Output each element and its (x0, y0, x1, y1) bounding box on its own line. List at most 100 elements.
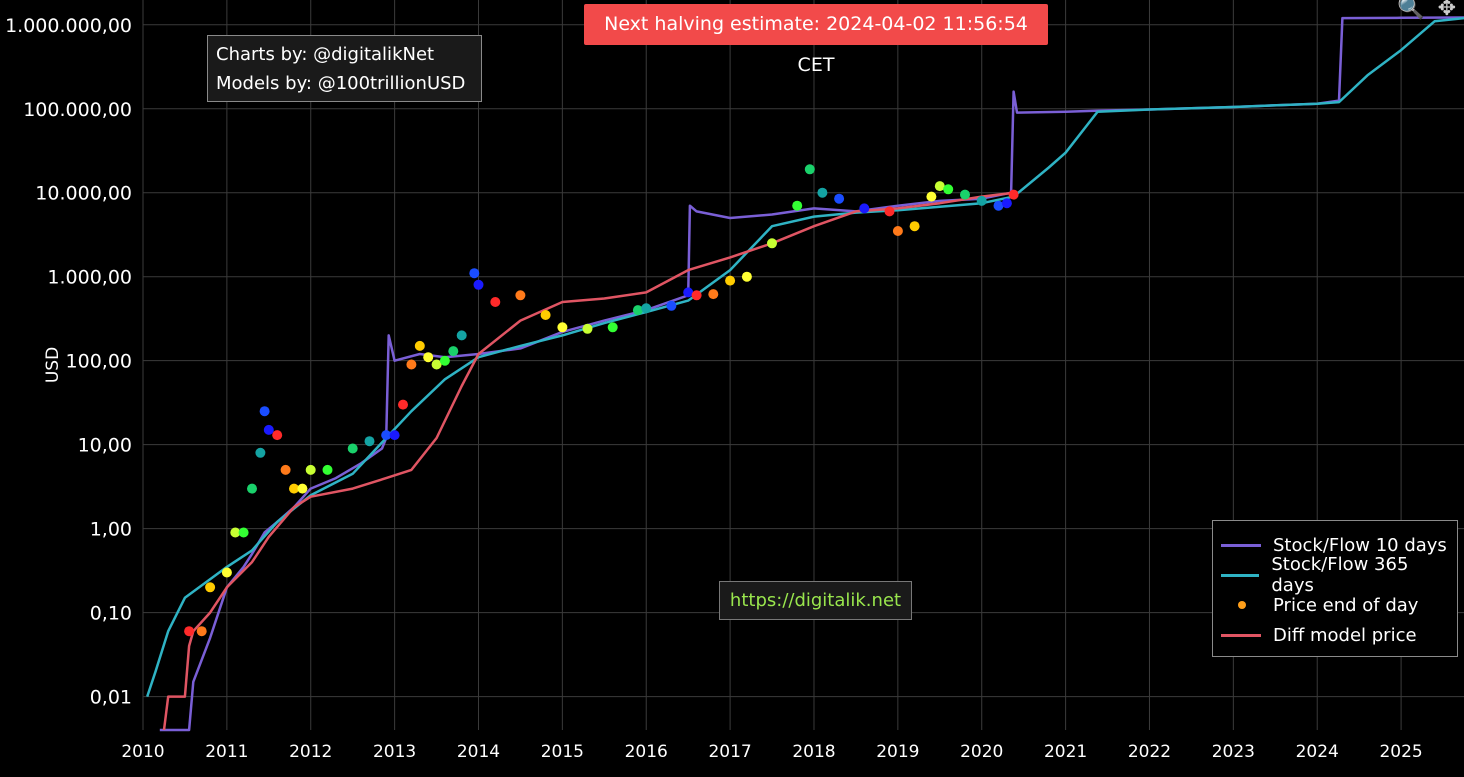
price-point (708, 289, 719, 300)
price-point (993, 200, 1004, 211)
price-point (691, 290, 702, 301)
x-tick-label: 2019 (876, 742, 919, 762)
y-tick-label: 100,00 (66, 351, 132, 373)
price-point (976, 195, 987, 206)
price-point (582, 323, 593, 334)
x-tick-label: 2023 (1212, 742, 1255, 762)
price-point (364, 436, 375, 447)
y-tick-label: 10,00 (78, 435, 132, 457)
legend-swatch-price (1221, 590, 1261, 620)
pan-icon[interactable]: ✥ (1437, 0, 1456, 21)
price-point (515, 290, 526, 301)
price-point (960, 189, 970, 200)
price-point (859, 203, 870, 214)
legend-swatch-sf365 (1221, 573, 1260, 577)
price-point (469, 268, 480, 279)
x-tick-label: 2013 (373, 742, 416, 762)
chart-legend: Stock/Flow 10 days Stock/Flow 365 days P… (1212, 520, 1458, 657)
price-point (259, 406, 270, 417)
x-tick-label: 2010 (121, 742, 164, 762)
price-point (263, 424, 274, 435)
price-point (221, 567, 232, 578)
price-point (230, 527, 241, 538)
y-tick-label: 1.000.000,00 (5, 15, 132, 37)
price-point (792, 200, 803, 211)
x-tick-label: 2015 (541, 742, 584, 762)
price-point (456, 330, 467, 341)
price-point (414, 340, 425, 351)
y-tick-label: 0,01 (90, 687, 132, 709)
price-point (406, 359, 417, 370)
x-tick-label: 2016 (625, 742, 668, 762)
price-point (683, 287, 694, 298)
series-line-1 (146, 16, 1464, 697)
y-tick-label: 0,10 (90, 603, 132, 625)
x-tick-label: 2024 (1296, 742, 1339, 762)
x-tick-label: 2011 (205, 742, 248, 762)
price-point (817, 187, 828, 198)
price-point (767, 238, 777, 249)
price-point (741, 271, 752, 282)
zoom-icon[interactable]: 🔍 (1397, 0, 1425, 21)
x-tick-label: 2022 (1128, 742, 1171, 762)
price-point (305, 464, 316, 475)
legend-label-price: Price end of day (1273, 594, 1419, 616)
y-tick-label: 1,00 (90, 519, 132, 541)
legend-label-sf365: Stock/Flow 365 days (1271, 554, 1409, 596)
credits-charts-line: Charts by: @digitalikNet (216, 44, 435, 65)
legend-item-price[interactable]: Price end of day (1221, 590, 1449, 620)
price-point (381, 430, 392, 441)
y-tick-label: 100.000,00 (23, 99, 132, 121)
y-axis-label: USD (43, 347, 63, 383)
price-point (205, 582, 216, 593)
halving-banner: Next halving estimate: 2024-04-02 11:56:… (584, 4, 1048, 76)
x-tick-label: 2018 (792, 742, 835, 762)
y-axis-ticks: 0,01 0,10 1,00 10,00 100,00 1.000,00 10.000,00… (5, 15, 132, 709)
price-point (725, 275, 736, 286)
x-tick-label: 2012 (289, 742, 332, 762)
x-tick-label: 2014 (457, 742, 500, 762)
price-point (641, 303, 652, 314)
price-point (448, 346, 459, 357)
x-tick-label: 2020 (960, 742, 1003, 762)
price-point (926, 191, 937, 202)
price-point (347, 443, 358, 454)
x-tick-label: 2025 (1379, 742, 1422, 762)
series-line-2 (162, 191, 1014, 731)
legend-item-sf10[interactable]: Stock/Flow 10 days (1221, 530, 1449, 560)
price-point (490, 297, 501, 307)
price-point (398, 399, 408, 410)
legend-item-sf365[interactable]: Stock/Flow 365 days (1221, 554, 1449, 596)
legend-label-diff: Diff model price (1273, 624, 1417, 646)
price-point (389, 430, 400, 441)
x-axis-ticks: 2010 2011 2012 2013 2014 2015 2016 2017 2018 2019… (121, 742, 1422, 762)
legend-item-diff[interactable]: Diff model price (1221, 620, 1449, 650)
x-tick-label: 2017 (708, 742, 751, 762)
price-point (196, 626, 207, 637)
price-point (934, 181, 945, 192)
chart-toolbar: 🔍 ✥ (1397, 0, 1456, 21)
price-point (666, 300, 677, 311)
price-point (804, 164, 815, 175)
price-point (255, 447, 266, 458)
credits-models-line: Models by: @100trillionUSD (216, 73, 466, 94)
price-point (834, 193, 845, 204)
website-link[interactable]: https://digitalik.net (719, 581, 912, 620)
price-point (943, 184, 954, 195)
y-tick-label: 10.000,00 (35, 183, 132, 205)
price-point (1008, 189, 1019, 200)
price-point (322, 464, 333, 475)
y-tick-label: 1.000,00 (47, 267, 132, 289)
legend-label-sf10: Stock/Flow 10 days (1273, 534, 1447, 556)
price-point (607, 322, 618, 333)
x-tick-label: 2021 (1044, 742, 1087, 762)
price-point (289, 483, 299, 494)
price-point (431, 359, 442, 370)
price-point (423, 352, 434, 363)
price-point (184, 626, 195, 637)
legend-swatch-sf10 (1221, 543, 1261, 547)
price-point (473, 279, 484, 290)
price-point (632, 305, 643, 316)
price-point (557, 322, 568, 333)
